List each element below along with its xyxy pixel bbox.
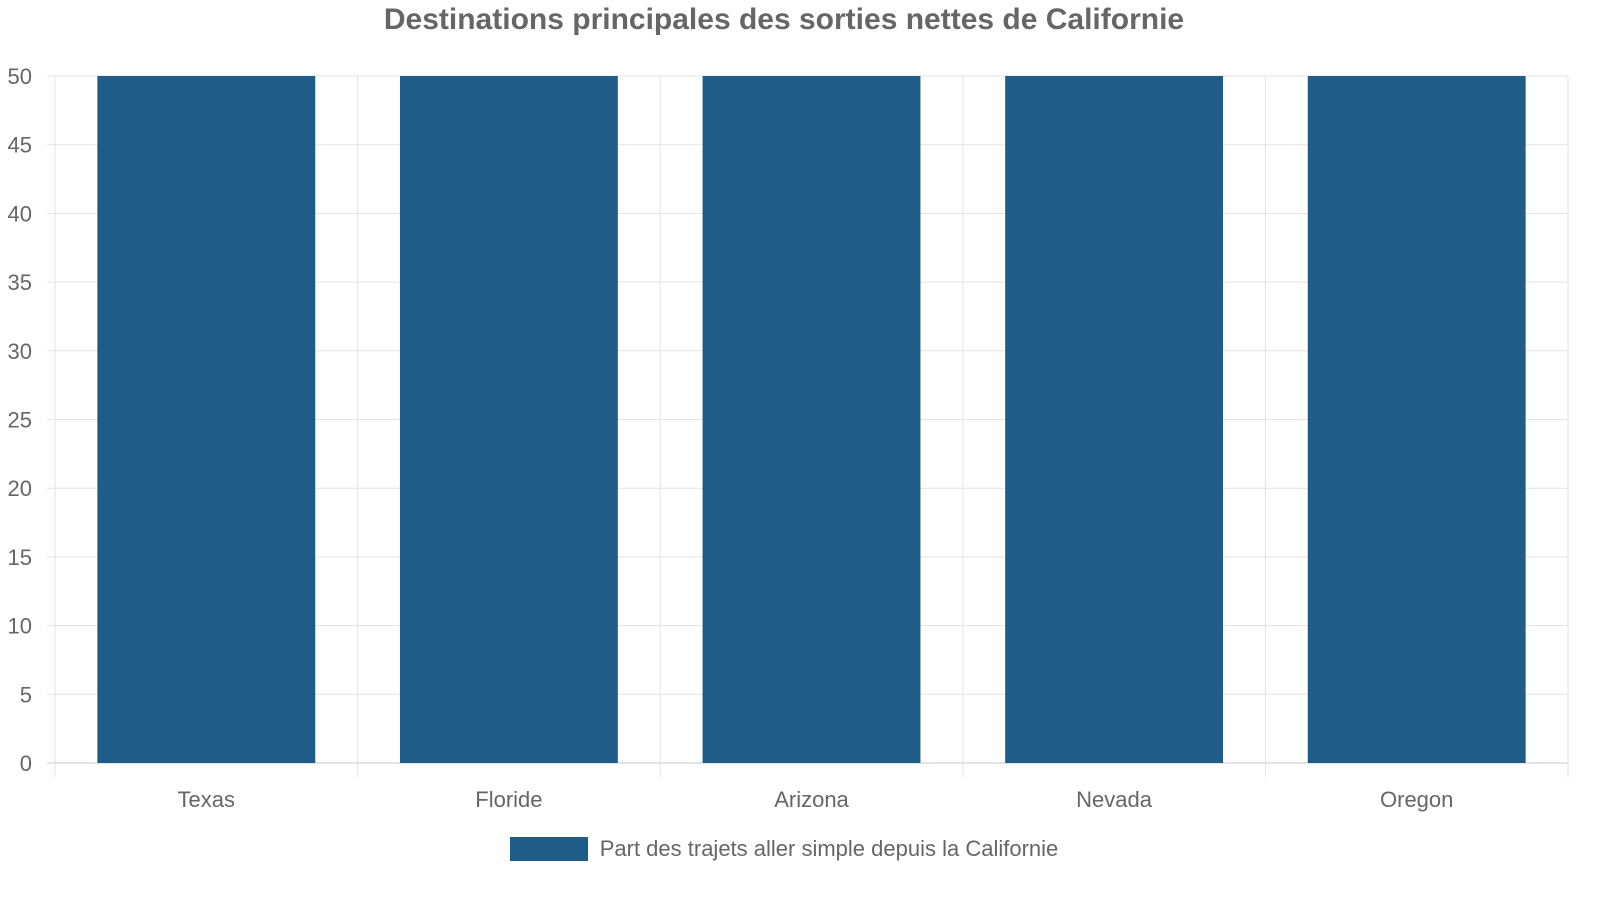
- bar-floride[interactable]: [399, 76, 618, 763]
- x-tick-label: Oregon: [1380, 787, 1453, 812]
- x-tick-label: Floride: [475, 787, 542, 812]
- bar-nevada[interactable]: [1005, 76, 1224, 763]
- y-tick-label: 40: [8, 201, 32, 226]
- y-tick-label: 35: [8, 270, 32, 295]
- y-tick-label: 5: [20, 682, 32, 707]
- bars: [97, 76, 1526, 763]
- bar-texas[interactable]: [97, 76, 316, 763]
- legend-swatch: [509, 837, 588, 861]
- y-tick-label: 10: [8, 614, 32, 639]
- bar-oregon[interactable]: [1307, 76, 1526, 763]
- x-axis-ticks: Texas Floride Arizona Nevada Oregon: [178, 787, 1454, 812]
- y-tick-label: 20: [8, 476, 32, 501]
- chart-title: Destinations principales des sorties net…: [383, 3, 1185, 36]
- y-tick-label: 15: [8, 545, 32, 570]
- legend-label: Part des trajets aller simple depuis la …: [599, 836, 1059, 861]
- y-tick-label: 50: [8, 64, 32, 89]
- y-tick-label: 45: [8, 133, 32, 158]
- legend[interactable]: Part des trajets aller simple depuis la …: [0, 836, 1568, 862]
- y-tick-label: 30: [8, 339, 32, 364]
- x-tick-label: Arizona: [774, 787, 849, 812]
- x-tick-label: Nevada: [1076, 787, 1153, 812]
- y-tick-label: 25: [8, 408, 32, 433]
- y-axis-ticks: 0 5 10 15 20 25 30 35 40 45 50: [8, 64, 32, 776]
- bar-arizona[interactable]: [702, 76, 921, 763]
- x-tick-label: Texas: [178, 787, 235, 812]
- y-tick-label: 0: [20, 751, 32, 776]
